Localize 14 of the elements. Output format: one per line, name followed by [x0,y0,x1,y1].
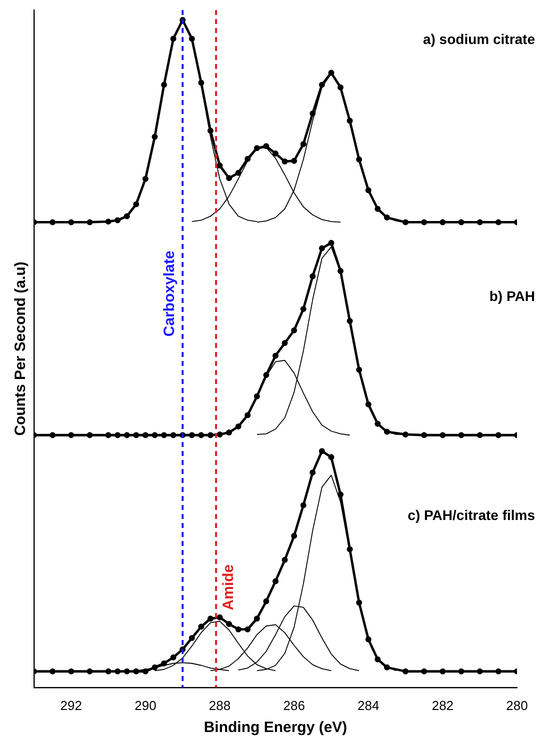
annotation: b) PAH [489,288,535,304]
x-tick-label: 280 [506,698,528,713]
y-axis-title: Counts Per Second (a.u) [12,262,30,436]
x-tick-label: 286 [283,698,305,713]
x-tick-label: 288 [208,698,231,713]
ref-line-label: Carboxylate [160,250,178,337]
x-tick-label: 290 [134,698,156,713]
x-tick-label: 282 [432,698,454,713]
x-tick-label: 284 [358,698,380,713]
annotation: c) PAH/citrate films [408,506,536,523]
annotation: a) sodium citrate [422,30,536,47]
x-axis-title: Binding Energy (eV) [204,719,348,736]
x-tick-label: 292 [60,698,82,713]
ref-line-label: Amide [220,564,238,610]
